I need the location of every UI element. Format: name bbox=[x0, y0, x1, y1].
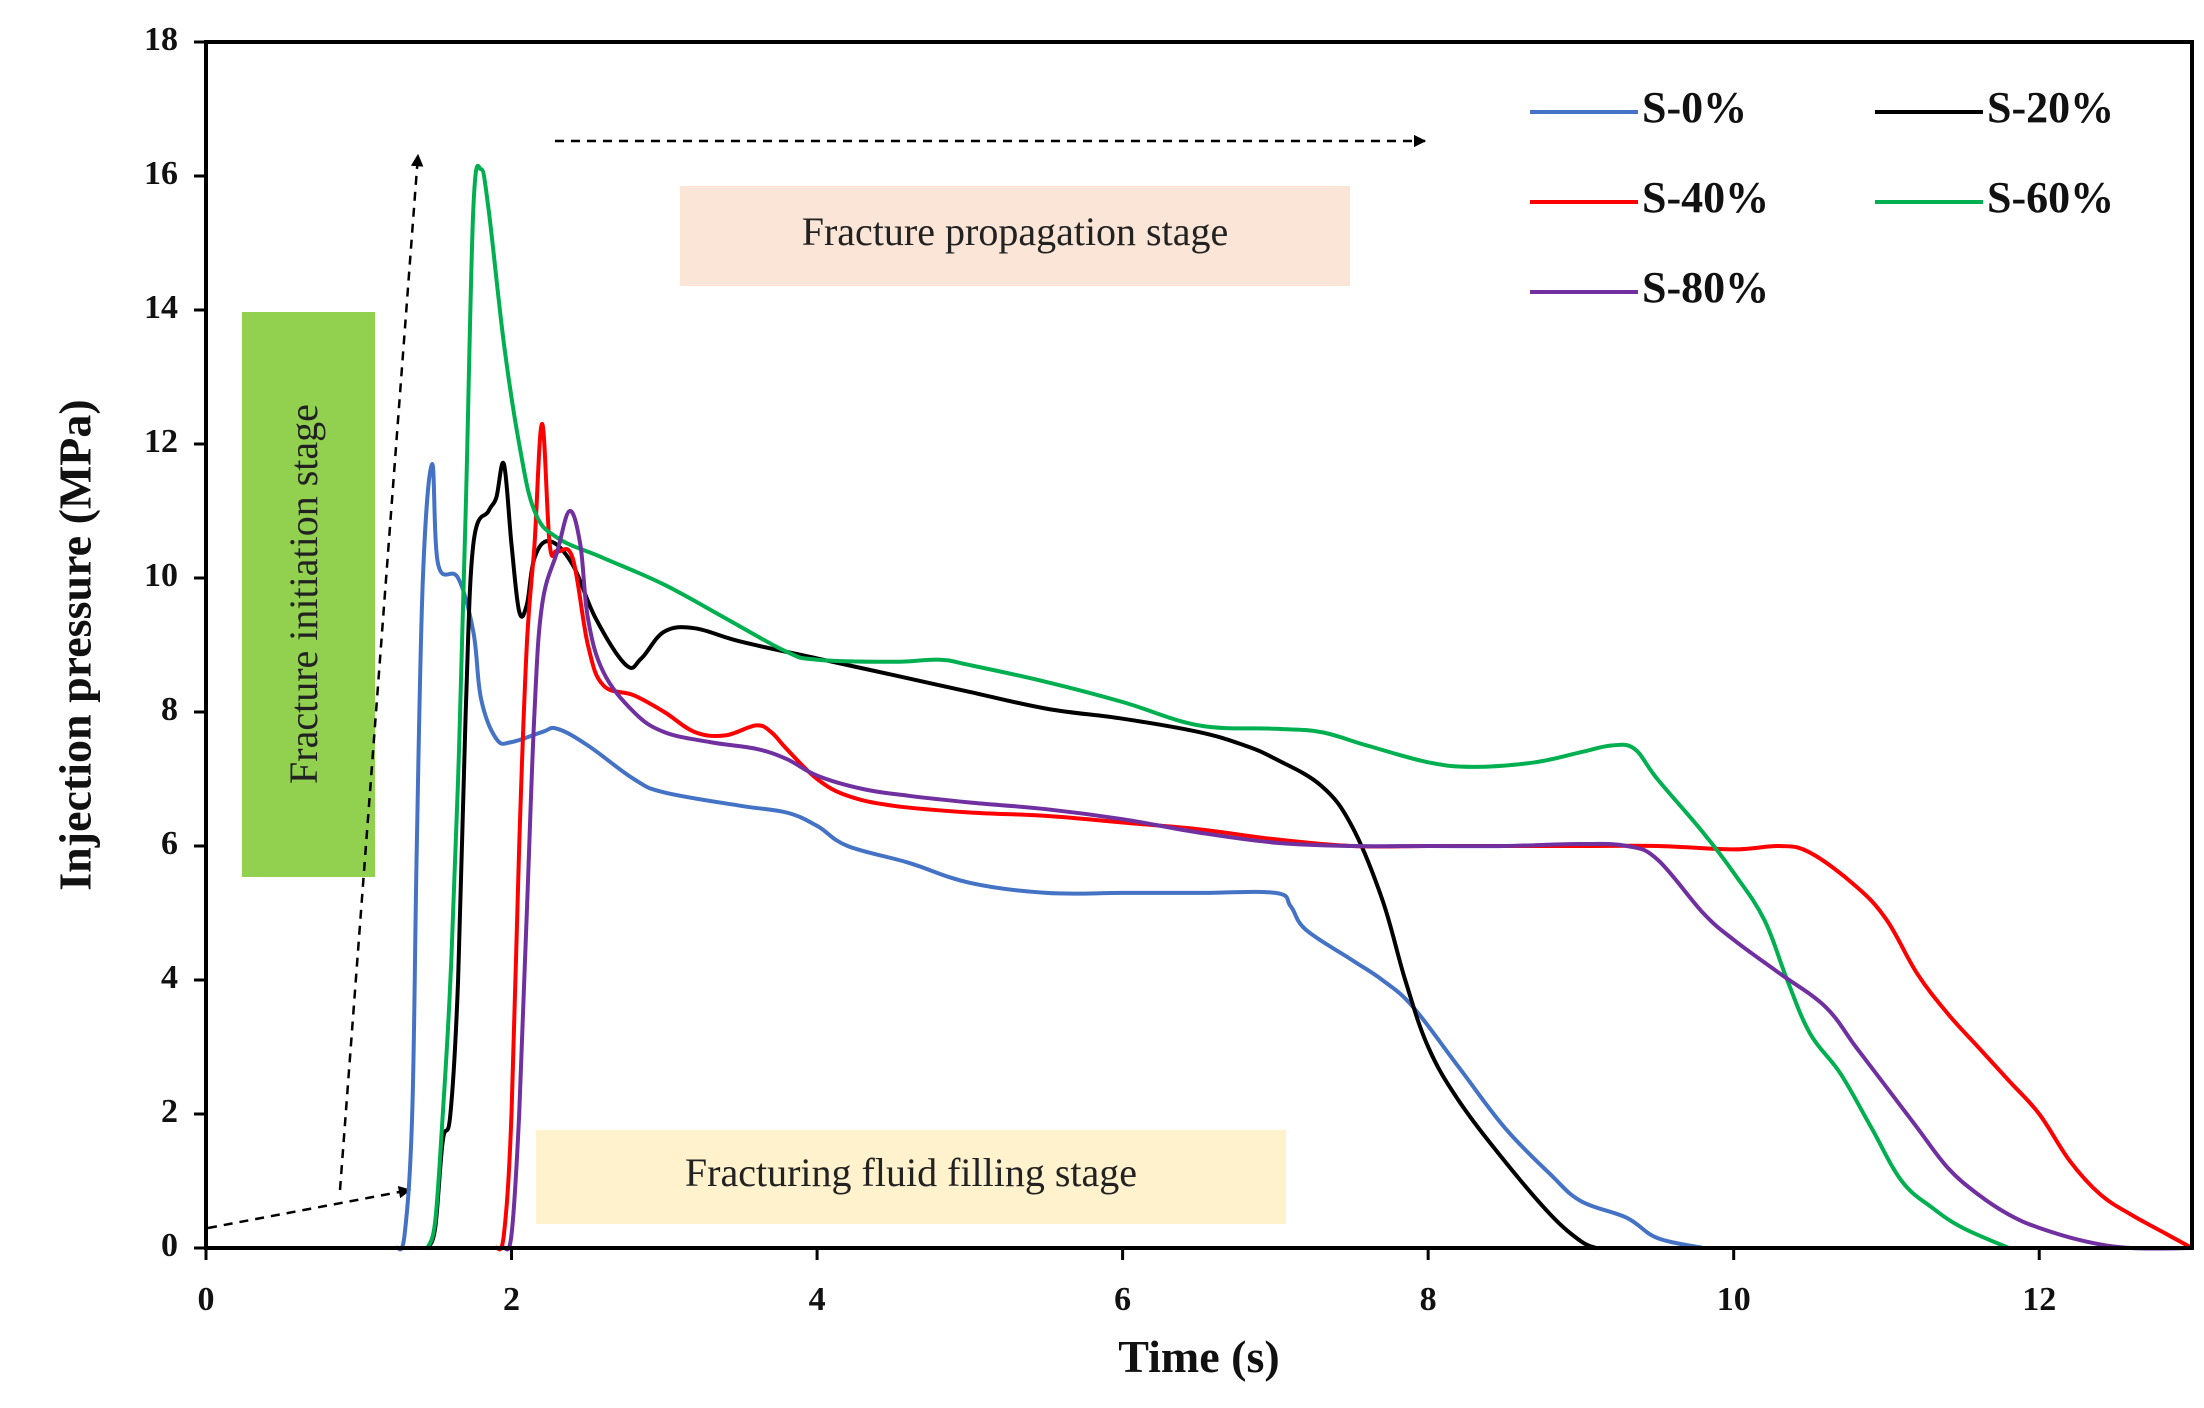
propagation-stage-box bbox=[680, 186, 1350, 286]
y-tick-label: 8 bbox=[161, 691, 178, 728]
filling-stage-box bbox=[536, 1130, 1286, 1224]
series-line-s40 bbox=[494, 421, 2194, 1252]
legend-label-s0: S-0% bbox=[1642, 83, 1747, 132]
series-line-s0 bbox=[395, 462, 1706, 1252]
x-axis-title: Time (s) bbox=[1118, 1331, 1279, 1382]
legend-label-s40: S-40% bbox=[1642, 173, 1769, 222]
y-tick-label: 0 bbox=[161, 1227, 178, 1264]
initiation-stage-box bbox=[242, 312, 375, 877]
legend-label-s60: S-60% bbox=[1987, 173, 2114, 222]
y-tick-label: 4 bbox=[161, 959, 178, 996]
series-line-s20 bbox=[425, 460, 1599, 1250]
x-tick-label: 4 bbox=[809, 1281, 826, 1318]
propagation-stage-label: Fracture propagation stage bbox=[802, 209, 1229, 254]
y-tick-label: 2 bbox=[161, 1093, 178, 1130]
y-axis-title: Injection pressure (MPa) bbox=[50, 399, 101, 890]
x-tick-label: 10 bbox=[1717, 1281, 1751, 1318]
initiation-stage-arrow bbox=[338, 153, 424, 1191]
filling-stage-arrow bbox=[207, 1185, 412, 1230]
filling-stage-label: Fracturing fluid filling stage bbox=[685, 1150, 1137, 1195]
y-tick-label: 6 bbox=[161, 825, 178, 862]
legend-label-s80: S-80% bbox=[1642, 263, 1769, 312]
y-tick-label: 16 bbox=[144, 155, 178, 192]
series-line-s80 bbox=[501, 509, 2194, 1252]
legend-label-s20: S-20% bbox=[1987, 83, 2114, 132]
initiation-stage-label: Fracture initiation stage bbox=[281, 404, 326, 784]
x-tick-label: 12 bbox=[2022, 1281, 2056, 1318]
series-line-s60 bbox=[425, 163, 2011, 1250]
y-tick-label: 18 bbox=[144, 21, 178, 58]
y-tick-label: 12 bbox=[144, 423, 178, 460]
y-tick-label: 14 bbox=[144, 289, 178, 326]
x-tick-label: 2 bbox=[503, 1281, 520, 1318]
x-tick-label: 8 bbox=[1420, 1281, 1437, 1318]
y-tick-label: 10 bbox=[144, 557, 178, 594]
x-tick-label: 6 bbox=[1114, 1281, 1131, 1318]
x-tick-label: 0 bbox=[198, 1281, 215, 1318]
plot-frame bbox=[204, 40, 2194, 1250]
